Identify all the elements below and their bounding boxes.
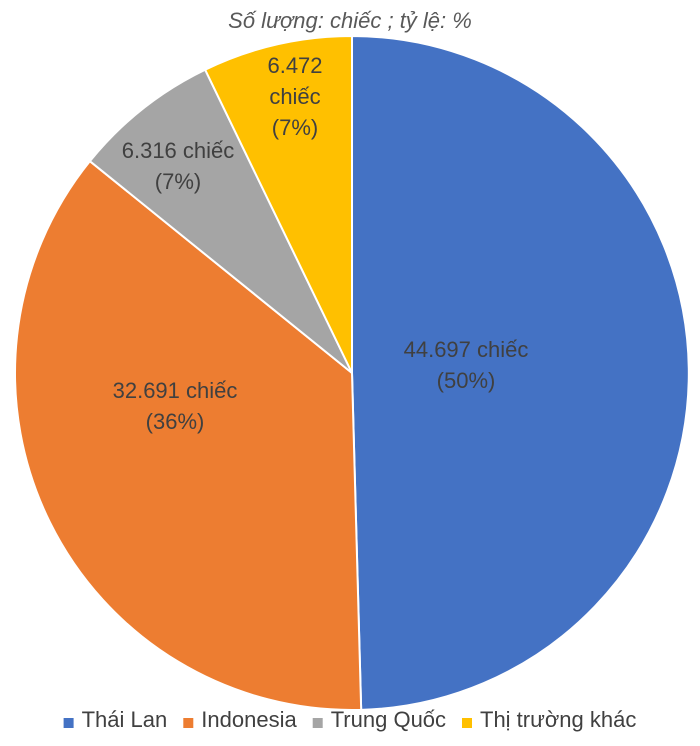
data-label-indonesia: 32.691 chiếc (36%) bbox=[113, 378, 238, 434]
legend-item-thai-lan: Thái Lan bbox=[63, 707, 168, 732]
data-label-line: (36%) bbox=[146, 409, 205, 434]
pie-slice-thi-truong-khac bbox=[204, 35, 353, 374]
slice-labels: 44.697 chiếc (50%) 32.691 chiếc (36%) 6.316 … bbox=[113, 53, 529, 434]
data-label-trung-quoc: 6.316 chiếc (7%) bbox=[122, 138, 235, 194]
data-label-line: 32.691 chiếc bbox=[113, 378, 238, 403]
legend-label: Indonesia bbox=[201, 707, 297, 732]
pie-slice-thai-lan bbox=[351, 35, 690, 711]
pie-slice-trung-quoc bbox=[88, 68, 353, 374]
legend-label: Thị trường khác bbox=[480, 707, 636, 732]
data-label-thai-lan: 44.697 chiếc (50%) bbox=[404, 337, 529, 393]
data-label-line: (7%) bbox=[155, 169, 201, 194]
legend-swatch bbox=[312, 718, 323, 728]
data-label-line: 6.316 chiếc bbox=[122, 138, 235, 163]
pie-slice-indonesia bbox=[14, 160, 363, 711]
data-label-thi-truong-khac: 6.472 chiếc (7%) bbox=[267, 53, 322, 140]
legend-label: Trung Quốc bbox=[331, 707, 446, 732]
chart-subtitle: Số lượng: chiếc ; tỷ lệ: % bbox=[228, 8, 472, 33]
pie-slices bbox=[14, 35, 690, 711]
data-label-line: 6.472 bbox=[267, 53, 322, 78]
data-label-line: (50%) bbox=[437, 368, 496, 393]
legend: Thái Lan Indonesia Trung Quốc Thị trường kh… bbox=[63, 707, 636, 732]
data-label-line: 44.697 chiếc bbox=[404, 337, 529, 362]
legend-swatch bbox=[462, 718, 472, 728]
legend-item-thi-truong-khac: Thị trường khác bbox=[462, 707, 636, 732]
legend-item-indonesia: Indonesia bbox=[183, 707, 297, 732]
legend-swatch bbox=[63, 718, 74, 728]
legend-label: Thái Lan bbox=[82, 707, 168, 732]
data-label-line: (7%) bbox=[272, 115, 318, 140]
legend-swatch bbox=[183, 718, 194, 728]
legend-item-trung-quoc: Trung Quốc bbox=[312, 707, 446, 732]
data-label-line: chiếc bbox=[269, 84, 320, 109]
